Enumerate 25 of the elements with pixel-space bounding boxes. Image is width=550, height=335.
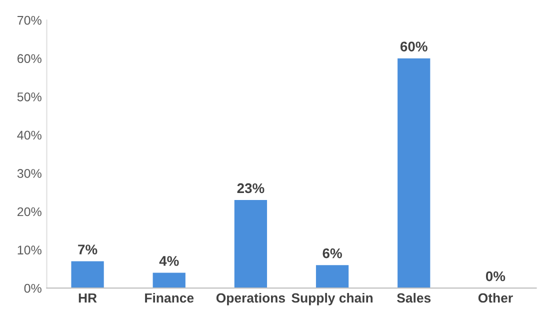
bar bbox=[71, 261, 104, 288]
y-tick-label: 60% bbox=[18, 54, 42, 64]
data-label: 60% bbox=[400, 42, 428, 52]
x-tick-label: Operations bbox=[216, 292, 285, 306]
data-label: 0% bbox=[486, 271, 506, 282]
y-tick-label: 20% bbox=[18, 207, 42, 216]
x-tick-label: Supply chain bbox=[292, 292, 373, 306]
x-tick-label: Other bbox=[478, 292, 513, 303]
y-tick-label: 40% bbox=[17, 130, 42, 140]
y-tick-label: 70% bbox=[18, 16, 42, 25]
x-tick-label: Sales bbox=[397, 292, 431, 303]
data-label: 7% bbox=[78, 244, 98, 254]
x-tick-label: Finance bbox=[145, 292, 194, 303]
y-tick-label: 30% bbox=[17, 169, 42, 178]
bar bbox=[234, 200, 268, 288]
x-tick-label: HR bbox=[78, 293, 97, 303]
y-tick-label: 10% bbox=[18, 246, 42, 254]
bar bbox=[316, 265, 349, 288]
bar bbox=[398, 58, 430, 288]
data-label: 23% bbox=[237, 183, 264, 194]
y-tick-label: 50% bbox=[17, 92, 42, 102]
bar bbox=[152, 272, 186, 288]
data-label: 6% bbox=[322, 248, 342, 258]
data-label: 4% bbox=[159, 256, 179, 266]
y-tick-label: 0% bbox=[24, 284, 42, 293]
